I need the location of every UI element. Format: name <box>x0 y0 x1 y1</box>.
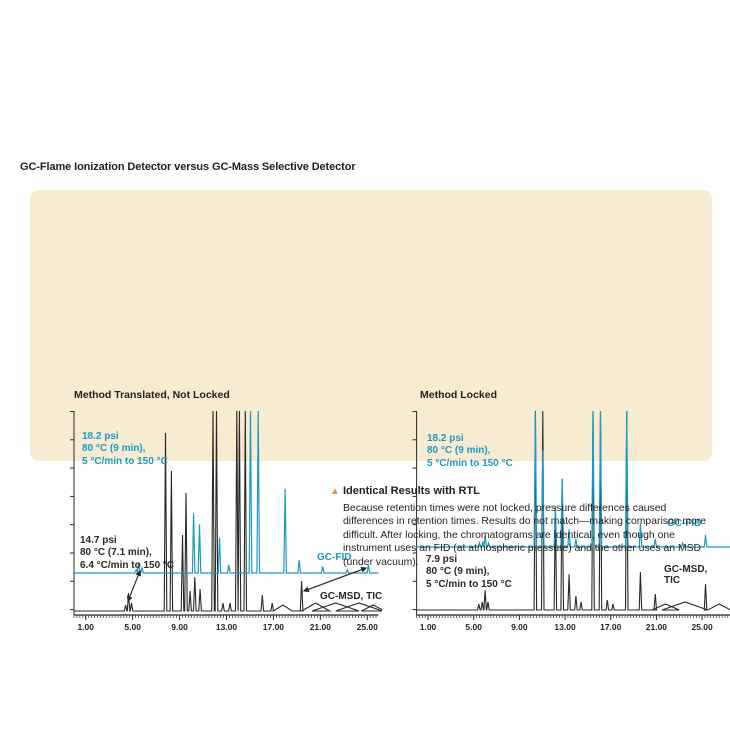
svg-text:17.00: 17.00 <box>263 622 285 632</box>
right-msd-conditions-label: 7.9 psi 80 °C (9 min), 5 °C/min to 150 °… <box>426 554 512 590</box>
right-gc-msd-trace-label: GC-MSD, TIC <box>664 564 708 586</box>
svg-text:5.00: 5.00 <box>465 622 482 632</box>
svg-text:1.00: 1.00 <box>420 622 437 632</box>
caption-heading: Identical Results with RTL <box>343 485 480 497</box>
svg-text:5.00: 5.00 <box>124 622 141 632</box>
left-chart-title: Method Translated, Not Locked <box>74 389 230 401</box>
caption-body-text: Because retention times were not locked,… <box>343 503 707 568</box>
left-gc-fid-trace-label: GC-FID <box>317 552 352 563</box>
right-fid-conditions-label: 18.2 psi 80 °C (9 min), 5 °C/min to 150 … <box>427 433 513 469</box>
svg-text:25.00: 25.00 <box>357 622 379 632</box>
chart-panel: Method Translated, Not Locked Method Loc… <box>30 190 730 632</box>
svg-text:1.00: 1.00 <box>77 622 94 632</box>
svg-text:13.00: 13.00 <box>216 622 238 632</box>
right-chart-title: Method Locked <box>420 389 498 401</box>
left-msd-conditions-label: 14.7 psi 80 °C (7.1 min), 6.4 °C/min to … <box>80 535 175 571</box>
page-title: GC-Flame Ionization Detector versus GC-M… <box>20 161 356 173</box>
caption-triangle-icon: ▲ <box>330 486 340 497</box>
svg-text:17.00: 17.00 <box>600 622 622 632</box>
left-fid-conditions-label: 18.2 psi 80 °C (9 min), 5 °C/min to 150 … <box>82 431 168 467</box>
left-chromatogram-chart: 1.00 5.00 9.00 13.00 17.00 21.00 25.00 <box>70 410 382 632</box>
svg-text:9.00: 9.00 <box>171 622 188 632</box>
svg-text:13.00: 13.00 <box>554 622 576 632</box>
svg-text:25.00: 25.00 <box>691 622 713 632</box>
left-gc-msd-trace-label: GC-MSD, TIC <box>320 591 383 602</box>
right-chromatogram-chart: 1.00 5.00 9.00 13.00 17.00 21.00 25.00 <box>412 410 730 632</box>
svg-text:9.00: 9.00 <box>511 622 528 632</box>
svg-text:21.00: 21.00 <box>646 622 668 632</box>
svg-text:21.00: 21.00 <box>310 622 332 632</box>
right-gc-fid-trace-label: GC-FID <box>667 518 702 529</box>
